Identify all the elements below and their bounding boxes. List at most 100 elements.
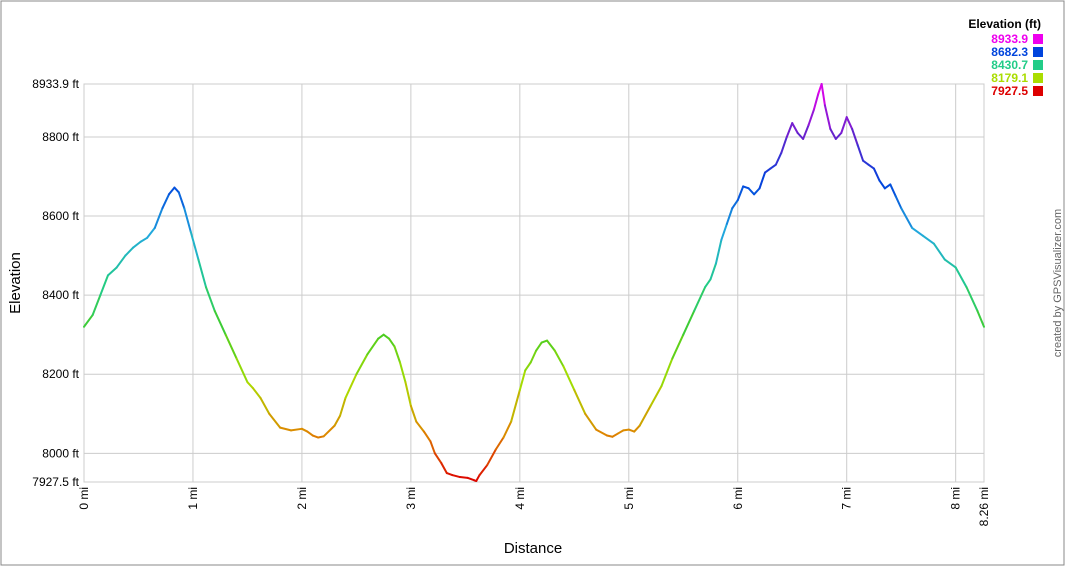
profile-segment	[478, 464, 489, 477]
y-tick-label: 7927.5 ft	[32, 475, 79, 489]
profile-segment	[382, 333, 391, 340]
profile-segment	[747, 187, 756, 196]
profile-segment	[714, 238, 723, 265]
profile-segment	[189, 230, 200, 261]
plot-area-border	[83, 83, 985, 483]
profile-segment	[279, 426, 293, 432]
profile-segment	[813, 92, 820, 111]
y-tick-label: 8933.9 ft	[32, 77, 79, 91]
profile-segment	[840, 116, 848, 134]
profile-segment	[753, 187, 761, 196]
profile-segment	[780, 135, 788, 154]
profile-segment	[829, 128, 837, 140]
y-tick-label: 8400 ft	[42, 288, 79, 302]
profile-segment	[709, 262, 717, 281]
profile-segment	[422, 430, 432, 443]
x-tick-label: 5 mi	[622, 487, 636, 510]
profile-segment	[976, 309, 985, 328]
profile-segment	[584, 412, 598, 431]
legend-swatch	[1033, 34, 1043, 44]
profile-segment	[415, 420, 425, 433]
x-tick-label: 6 mi	[731, 487, 745, 510]
profile-segment	[704, 278, 712, 289]
profile-segment	[731, 199, 739, 210]
profile-segment	[355, 353, 369, 376]
profile-segment	[259, 396, 271, 415]
profile-segment	[546, 339, 556, 352]
y-axis-ticks: 7927.5 ft 8000 ft 8200 ft 8400 ft 8600 ft 880…	[32, 77, 79, 489]
profile-segment	[167, 186, 176, 196]
profile-segment	[183, 207, 192, 233]
legend-title: Elevation (ft)	[968, 17, 1041, 31]
legend-value: 8682.3	[991, 45, 1028, 59]
profile-segment	[268, 412, 282, 429]
profile-segment	[83, 313, 94, 328]
x-tick-label: 1 mi	[186, 487, 200, 510]
profile-segment	[862, 159, 870, 166]
legend-swatch	[1033, 86, 1043, 96]
profile-segment	[660, 357, 674, 388]
profile-segment	[306, 430, 314, 437]
profile-segment	[878, 179, 886, 190]
profile-segment	[344, 373, 358, 399]
x-axis-title: Distance	[504, 540, 562, 557]
profile-segment	[867, 163, 875, 170]
profile-segment	[224, 333, 238, 360]
profile-segment	[573, 389, 587, 415]
profile-segment	[366, 337, 380, 356]
profile-segment	[440, 462, 448, 475]
profile-segment	[693, 286, 707, 312]
profile-segment	[333, 414, 342, 427]
profile-segment	[458, 476, 469, 479]
profile-segment	[932, 242, 946, 261]
profile-segment	[429, 440, 436, 455]
profile-segment	[486, 448, 497, 467]
profile-segment	[205, 286, 216, 312]
profile-segment	[404, 381, 412, 407]
profile-segment	[883, 183, 892, 190]
x-tick-label: 2 mi	[295, 487, 309, 510]
profile-segment	[611, 432, 619, 438]
profile-segment	[807, 108, 816, 127]
y-axis-title: Elevation	[7, 252, 24, 314]
profile-segment	[894, 195, 903, 210]
profile-segment	[856, 143, 865, 162]
profile-segment	[921, 234, 935, 245]
profile-segment	[720, 222, 728, 241]
profile-segment	[943, 258, 957, 269]
x-tick-label: 7 mi	[840, 487, 854, 510]
profile-segment	[769, 163, 777, 170]
profile-segment	[851, 128, 859, 146]
profile-segment	[502, 420, 513, 439]
x-axis-ticks: 0 mi 1 mi 2 mi 3 mi 4 mi 5 mi 6 mi 7 mi 8 mi 8.26…	[77, 487, 991, 526]
profile-segment	[763, 167, 772, 174]
profile-segment	[649, 385, 663, 407]
profile-segment	[820, 83, 826, 107]
profile-segment	[146, 226, 156, 239]
profile-segment	[339, 396, 347, 417]
y-tick-label: 8800 ft	[42, 130, 79, 144]
profile-segment	[153, 207, 164, 229]
profile-segment	[251, 387, 262, 399]
profile-segment	[553, 349, 565, 368]
profile-segment	[791, 122, 799, 134]
profile-segment	[529, 349, 538, 364]
grid-lines	[83, 83, 985, 483]
profile-segment	[132, 240, 142, 249]
profile-segment	[524, 361, 532, 372]
elevation-profile-line	[83, 83, 985, 483]
legend: Elevation (ft) 8933.98682.38430.78179.17…	[968, 17, 1043, 98]
profile-segment	[562, 365, 576, 392]
profile-segment	[774, 151, 783, 166]
profile-segment	[115, 254, 127, 269]
y-tick-label: 8000 ft	[42, 446, 79, 460]
profile-segment	[300, 427, 309, 433]
profile-segment	[466, 476, 476, 482]
x-tick-label: 8 mi	[949, 487, 963, 510]
credit-text: created by GPSVisualizer.com	[1052, 209, 1064, 357]
x-tick-label: 8.26 mi	[977, 487, 991, 526]
profile-segment	[834, 131, 843, 140]
profile-segment	[161, 193, 170, 210]
